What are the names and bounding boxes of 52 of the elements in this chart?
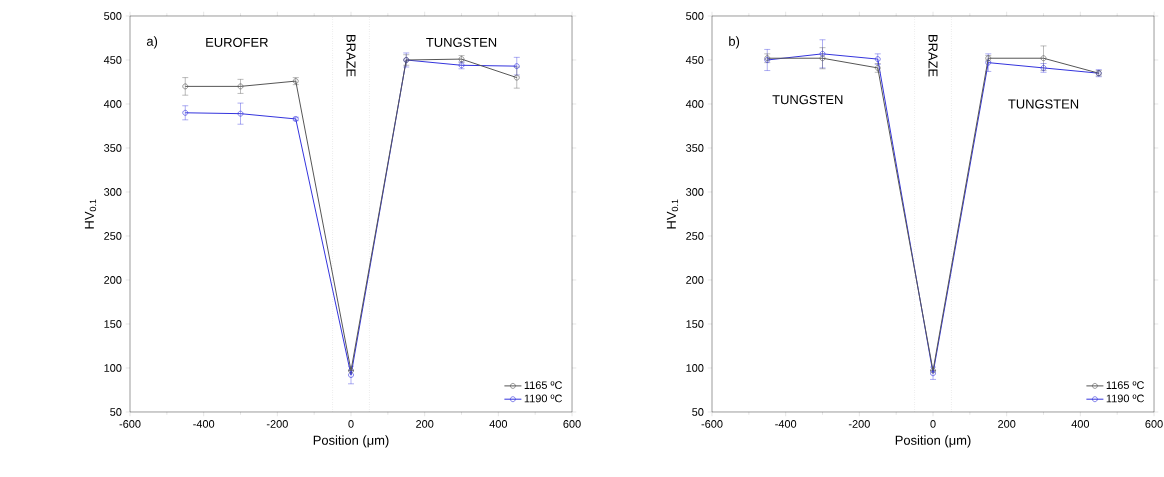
annotation: a)	[146, 36, 158, 49]
y-tick-label: 450	[103, 56, 122, 64]
y-tick-label: 250	[104, 232, 122, 240]
annotation: TUNGSTEN	[426, 37, 497, 47]
x-tick-label: 0	[930, 420, 936, 428]
x-tick-label: 0	[348, 420, 354, 428]
annotation: BRAZE	[346, 35, 356, 77]
x-axis-title: Position (μm)	[895, 435, 971, 448]
y-tick-label: 400	[685, 100, 704, 108]
y-tick-label: 50	[110, 408, 122, 416]
x-tick-label: -600	[119, 420, 141, 428]
y-tick-label: 500	[686, 12, 704, 20]
legend-label: 1165 ºC	[1106, 381, 1144, 390]
y-tick-label: 350	[104, 144, 122, 152]
legend-label: 1190 ºC	[1106, 394, 1144, 403]
y-axis-title: HV$_{0.1}$	[666, 199, 679, 229]
legend-label: 1165 ºC	[524, 381, 562, 390]
point	[874, 56, 881, 62]
x-tick-label: -400	[193, 420, 215, 428]
point	[237, 83, 244, 90]
y-tick-label: 350	[686, 144, 704, 152]
y-tick-label: 500	[104, 12, 122, 20]
annotation: EUROFER	[206, 37, 268, 47]
y-tick-label: 100	[686, 364, 704, 372]
y-tick-label: 100	[104, 364, 122, 372]
y-tick-label: 300	[104, 188, 122, 196]
x-tick-label: 200	[416, 420, 434, 428]
x-tick-label: -200	[848, 420, 870, 428]
y-tick-label: 150	[686, 320, 704, 328]
x-tick-label: 400	[1071, 420, 1090, 428]
y-tick-label: 200	[686, 276, 704, 284]
annotation: b)	[729, 36, 740, 49]
y-tick-label: 300	[686, 188, 704, 196]
y-tick-label: 150	[104, 320, 122, 328]
annotation: TUNGSTEN	[1008, 99, 1079, 109]
x-tick-label: 600	[563, 420, 581, 428]
y-tick-label: 450	[685, 56, 704, 64]
annotation: TUNGSTEN	[772, 95, 843, 105]
y-tick-label: 200	[104, 276, 122, 284]
y-tick-label: 400	[103, 100, 122, 108]
y-tick-label: 250	[686, 232, 704, 240]
x-tick-label: 400	[489, 420, 508, 428]
x-tick-label: 200	[998, 420, 1016, 428]
x-tick-label: -200	[266, 420, 288, 428]
x-axis-title: Position (μm)	[313, 435, 389, 448]
y-axis-title: HV$_{0.1}$	[84, 199, 97, 229]
legend-label: 1190 ºC	[524, 394, 562, 403]
y-tick-label: 50	[692, 408, 704, 416]
x-tick-label: -600	[701, 420, 723, 428]
x-tick-label: -400	[775, 420, 797, 428]
x-tick-label: 600	[1145, 420, 1163, 428]
annotation: BRAZE	[928, 35, 938, 77]
